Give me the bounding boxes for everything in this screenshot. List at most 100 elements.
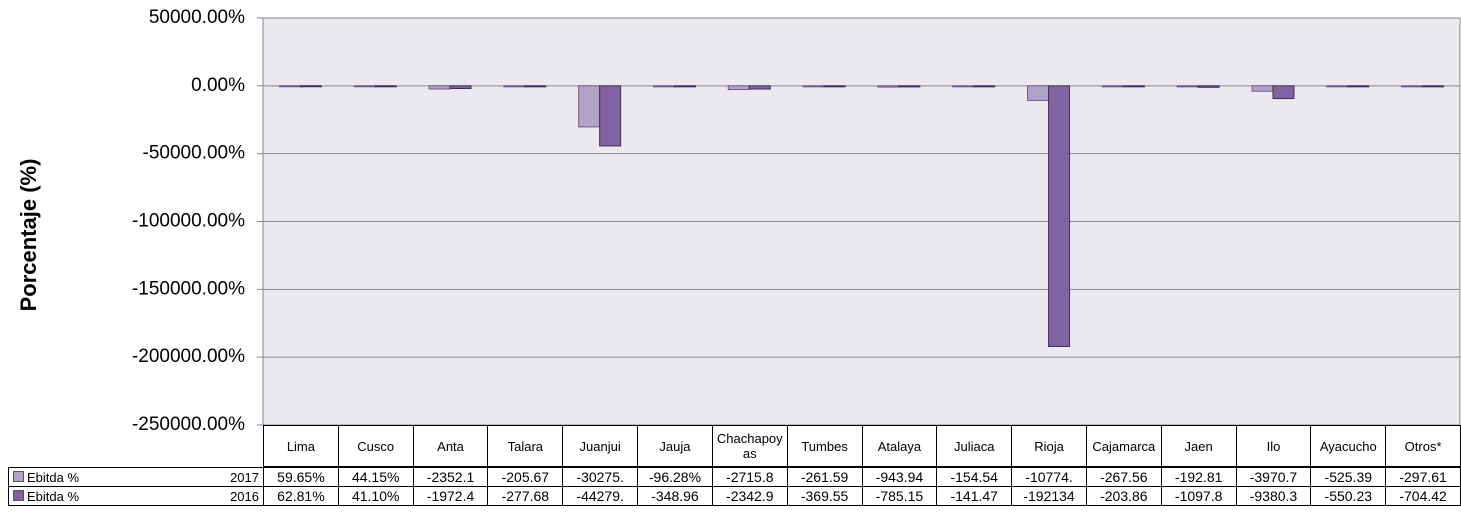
legend-entry: Ebitda % 2017 <box>8 467 264 487</box>
legend-label: Ebitda % <box>13 489 79 504</box>
bar <box>673 85 696 88</box>
data-label: -943.94 <box>861 467 938 487</box>
bar <box>428 85 451 90</box>
bar <box>299 85 322 88</box>
x-tick-label: Juliaca <box>936 425 1013 467</box>
x-tick-label: Chachapoyas <box>711 425 788 467</box>
data-label: -550.23 <box>1310 486 1387 506</box>
data-label: -369.55 <box>786 486 863 506</box>
legend-year: 2016 <box>230 488 259 504</box>
bar <box>952 85 975 88</box>
bar <box>599 85 622 147</box>
bar <box>1272 85 1295 100</box>
y-tick-label: 0.00% <box>191 75 245 96</box>
bar <box>1027 85 1050 101</box>
data-label: -785.15 <box>861 486 938 506</box>
y-tick-label: -250000.00% <box>132 414 245 435</box>
bar <box>503 85 526 88</box>
legend-swatch <box>13 470 24 482</box>
x-tick-label: Jaen <box>1160 425 1237 467</box>
y-tick-label: 50000.00% <box>149 7 245 28</box>
bar <box>1197 85 1220 88</box>
data-label: 41.10% <box>337 486 414 506</box>
data-label: -3970.7 <box>1235 467 1312 487</box>
bar <box>578 85 601 128</box>
legend-swatch <box>13 489 24 501</box>
data-label: -297.61 <box>1385 467 1461 487</box>
data-label: -2342.9 <box>711 486 788 506</box>
data-label: -154.54 <box>936 467 1013 487</box>
data-label: -44279. <box>562 486 639 506</box>
bar <box>278 85 301 88</box>
data-label: 62.81% <box>263 486 339 506</box>
data-label: -277.68 <box>487 486 564 506</box>
data-label: -9380.3 <box>1235 486 1312 506</box>
x-tick-label: Lima <box>263 425 339 467</box>
x-tick-label: Juanjui <box>562 425 639 467</box>
bar <box>374 85 397 88</box>
y-tick-label: -50000.00% <box>143 143 246 164</box>
y-tick-label: -100000.00% <box>132 211 245 232</box>
data-label: 59.65% <box>263 467 339 487</box>
legend-year: 2017 <box>230 469 259 485</box>
x-tick-label: Cajamarca <box>1085 425 1162 467</box>
data-label: -203.86 <box>1085 486 1162 506</box>
bar <box>898 85 921 88</box>
data-label: -192134 <box>1011 486 1087 506</box>
x-tick-label: Anta <box>412 425 489 467</box>
bar <box>1048 85 1071 347</box>
data-label: -704.42 <box>1385 486 1461 506</box>
bar <box>1122 85 1145 88</box>
bar <box>449 85 472 90</box>
x-tick-label: Atalaya <box>861 425 938 467</box>
bar <box>1176 85 1199 88</box>
x-tick-label: Jauja <box>637 425 713 467</box>
y-tick-label: -150000.00% <box>132 278 245 299</box>
data-label: -2352.1 <box>412 467 489 487</box>
x-tick-label: Otros* <box>1385 425 1461 467</box>
bar <box>877 85 900 88</box>
bar <box>524 85 547 88</box>
legend-label: Ebitda % <box>13 470 79 485</box>
bar <box>973 85 996 88</box>
data-label: -96.28% <box>637 467 713 487</box>
bar <box>748 85 771 90</box>
bar <box>802 85 825 88</box>
legend-entry: Ebitda % 2016 <box>8 486 264 506</box>
x-tick-label: Talara <box>487 425 564 467</box>
bar <box>652 85 675 88</box>
data-label: -141.47 <box>936 486 1013 506</box>
data-label: -10774. <box>1011 467 1087 487</box>
x-tick-label: Tumbes <box>786 425 863 467</box>
bar <box>1422 85 1445 88</box>
data-label: -261.59 <box>786 467 863 487</box>
data-label: -1097.8 <box>1160 486 1237 506</box>
data-label: -205.67 <box>487 467 564 487</box>
data-label: -525.39 <box>1310 467 1387 487</box>
data-label: -348.96 <box>637 486 713 506</box>
bar <box>727 85 750 91</box>
bar <box>823 85 846 88</box>
data-label: -192.81 <box>1160 467 1237 487</box>
data-label: -267.56 <box>1085 467 1162 487</box>
x-tick-label: Rioja <box>1011 425 1087 467</box>
data-label: -2715.8 <box>711 467 788 487</box>
legend-name: Ebitda % <box>27 469 80 485</box>
bar <box>1101 85 1124 88</box>
bar <box>1251 85 1274 92</box>
y-tick-label: -200000.00% <box>132 346 245 367</box>
y-axis-label: Porcentaje (%) <box>16 159 41 312</box>
bar <box>1347 85 1370 88</box>
x-tick-label: Ayacucho <box>1310 425 1387 467</box>
x-tick-label: Cusco <box>337 425 414 467</box>
data-label: -30275. <box>562 467 639 487</box>
data-label: -1972.4 <box>412 486 489 506</box>
data-label: 44.15% <box>337 467 414 487</box>
bar <box>1401 85 1424 88</box>
legend-name: Ebitda % <box>27 488 80 504</box>
bar <box>353 85 376 88</box>
x-tick-label: Ilo <box>1235 425 1312 467</box>
bar <box>1326 85 1349 88</box>
